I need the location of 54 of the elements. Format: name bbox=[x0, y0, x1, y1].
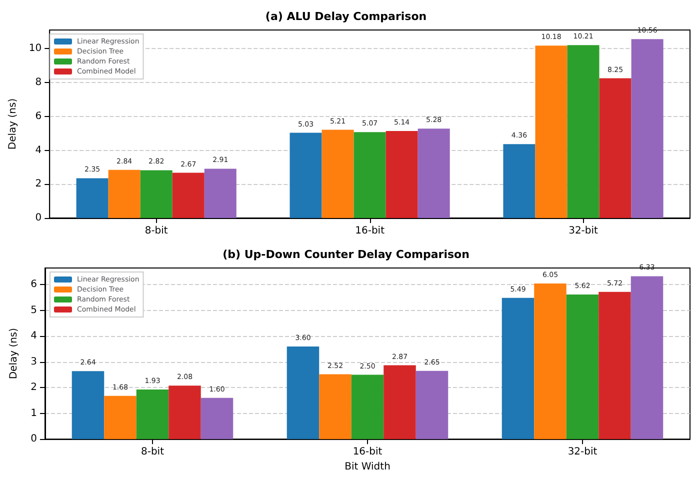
bar bbox=[319, 374, 352, 440]
bar bbox=[386, 130, 418, 218]
y-tick-label: 4 bbox=[35, 144, 42, 156]
bar bbox=[566, 294, 599, 440]
bar bbox=[290, 132, 322, 218]
bar bbox=[416, 370, 448, 440]
x-tick-label: 8-bit bbox=[140, 446, 164, 458]
x-tick-label: 16-bit bbox=[352, 446, 382, 458]
x-tick-label: 32-bit bbox=[568, 446, 598, 458]
bar bbox=[631, 39, 664, 218]
y-axis-title: Delay (ns) bbox=[8, 328, 20, 380]
y-tick-label: 5 bbox=[30, 304, 37, 316]
x-axis-title: Bit Width bbox=[344, 462, 390, 472]
bar bbox=[200, 398, 234, 440]
bar bbox=[630, 276, 664, 440]
bar bbox=[384, 365, 416, 440]
y-tick-label: 0 bbox=[30, 434, 37, 445]
chart-title: (b) Up-Down Counter Delay Comparison bbox=[222, 248, 470, 261]
bar bbox=[351, 374, 384, 440]
y-tick-label: 2 bbox=[35, 178, 42, 190]
bar bbox=[322, 130, 354, 218]
bar bbox=[76, 178, 108, 218]
bar bbox=[567, 45, 600, 218]
bar bbox=[354, 132, 386, 218]
bar bbox=[140, 170, 172, 218]
bar bbox=[534, 283, 566, 440]
x-tick-label: 8-bit bbox=[144, 226, 168, 236]
y-tick-label: 3 bbox=[30, 356, 37, 368]
chart-title: (a) ALU Delay Comparison bbox=[265, 10, 427, 23]
y-tick-label: 2 bbox=[30, 382, 37, 394]
y-tick-label: 6 bbox=[30, 279, 37, 290]
bar bbox=[204, 168, 236, 218]
y-tick-label: 6 bbox=[35, 110, 42, 122]
bar bbox=[503, 144, 536, 218]
bar bbox=[168, 386, 201, 440]
y-axis-title: Delay (ns) bbox=[8, 98, 18, 150]
bar bbox=[598, 292, 631, 440]
x-tick-label: 32-bit bbox=[568, 226, 598, 236]
bar bbox=[72, 371, 104, 440]
bar bbox=[502, 298, 534, 440]
bar bbox=[104, 396, 136, 440]
y-tick-label: 1 bbox=[30, 408, 37, 419]
x-tick-label: 16-bit bbox=[355, 226, 385, 236]
y-tick-label: 0 bbox=[35, 212, 42, 224]
y-tick-label: 4 bbox=[30, 330, 37, 342]
bar bbox=[136, 389, 169, 440]
bar bbox=[108, 170, 140, 218]
bar bbox=[172, 172, 204, 218]
bar bbox=[286, 346, 320, 440]
bar bbox=[535, 46, 568, 218]
bar bbox=[418, 128, 450, 218]
bar bbox=[599, 78, 632, 218]
y-tick-label: 10 bbox=[28, 43, 42, 54]
y-tick-label: 8 bbox=[35, 77, 42, 88]
